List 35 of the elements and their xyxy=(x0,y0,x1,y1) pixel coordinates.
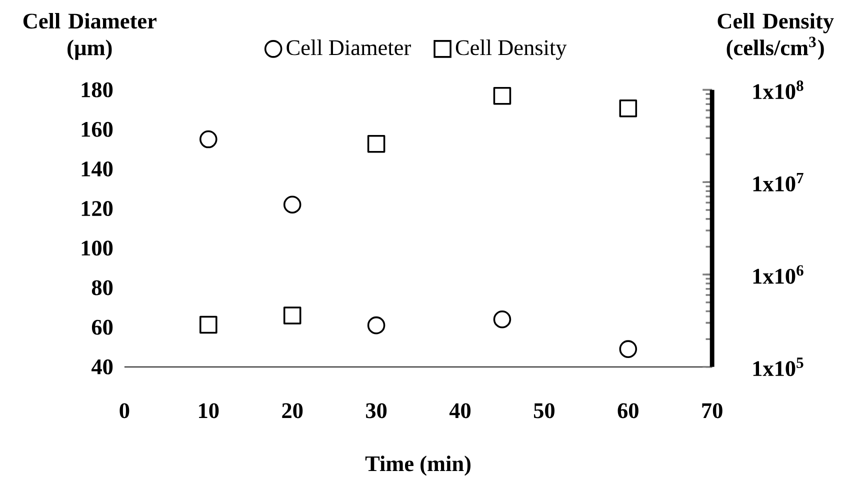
point xyxy=(619,340,638,358)
x-tick-label: 30 xyxy=(366,403,387,418)
y2-tick-label: 1x10$^{6}$ xyxy=(753,265,804,284)
y-tick-label: 40 xyxy=(92,359,113,374)
y-tick-label: 60 xyxy=(92,320,113,335)
point xyxy=(619,99,638,118)
point xyxy=(199,130,218,148)
point xyxy=(367,134,386,153)
point xyxy=(367,316,386,334)
y-tick-label: 180 xyxy=(82,82,113,98)
y-tick-label: 80 xyxy=(92,280,113,296)
y-axis-title: Cell Diameter (µm) xyxy=(23,12,156,60)
y2-axis-title: Cell Density (cells/cm$^{3}$) xyxy=(718,12,834,60)
point xyxy=(493,310,512,328)
point xyxy=(283,306,302,324)
y-tick-label: 100 xyxy=(82,240,113,256)
point xyxy=(283,196,302,214)
x-tick-label: 10 xyxy=(199,403,219,418)
y-tick-label: 140 xyxy=(82,161,113,176)
x-tick-label: 70 xyxy=(702,403,722,418)
x-tick-label: 40 xyxy=(449,403,471,418)
legend-label: Cell Density xyxy=(456,39,567,60)
legend-label: Cell Diameter xyxy=(286,39,411,56)
y2-tick-label: 1x10$^{7}$ xyxy=(753,172,804,192)
point xyxy=(199,316,218,334)
point xyxy=(493,86,512,105)
x-tick-label: 0 xyxy=(120,403,130,418)
y-tick-label: 160 xyxy=(82,122,113,137)
y2-tick-label: 1x10$^{5}$ xyxy=(753,358,804,376)
y-tick-label: 120 xyxy=(82,200,113,216)
x-tick-label: 60 xyxy=(618,403,638,418)
x-tick-label: 50 xyxy=(534,403,554,418)
y2-tick-label: 1x10$^{8}$ xyxy=(753,80,804,100)
x-tick-label: 20 xyxy=(282,403,303,418)
x-axis-title: Time (min) xyxy=(365,456,470,476)
